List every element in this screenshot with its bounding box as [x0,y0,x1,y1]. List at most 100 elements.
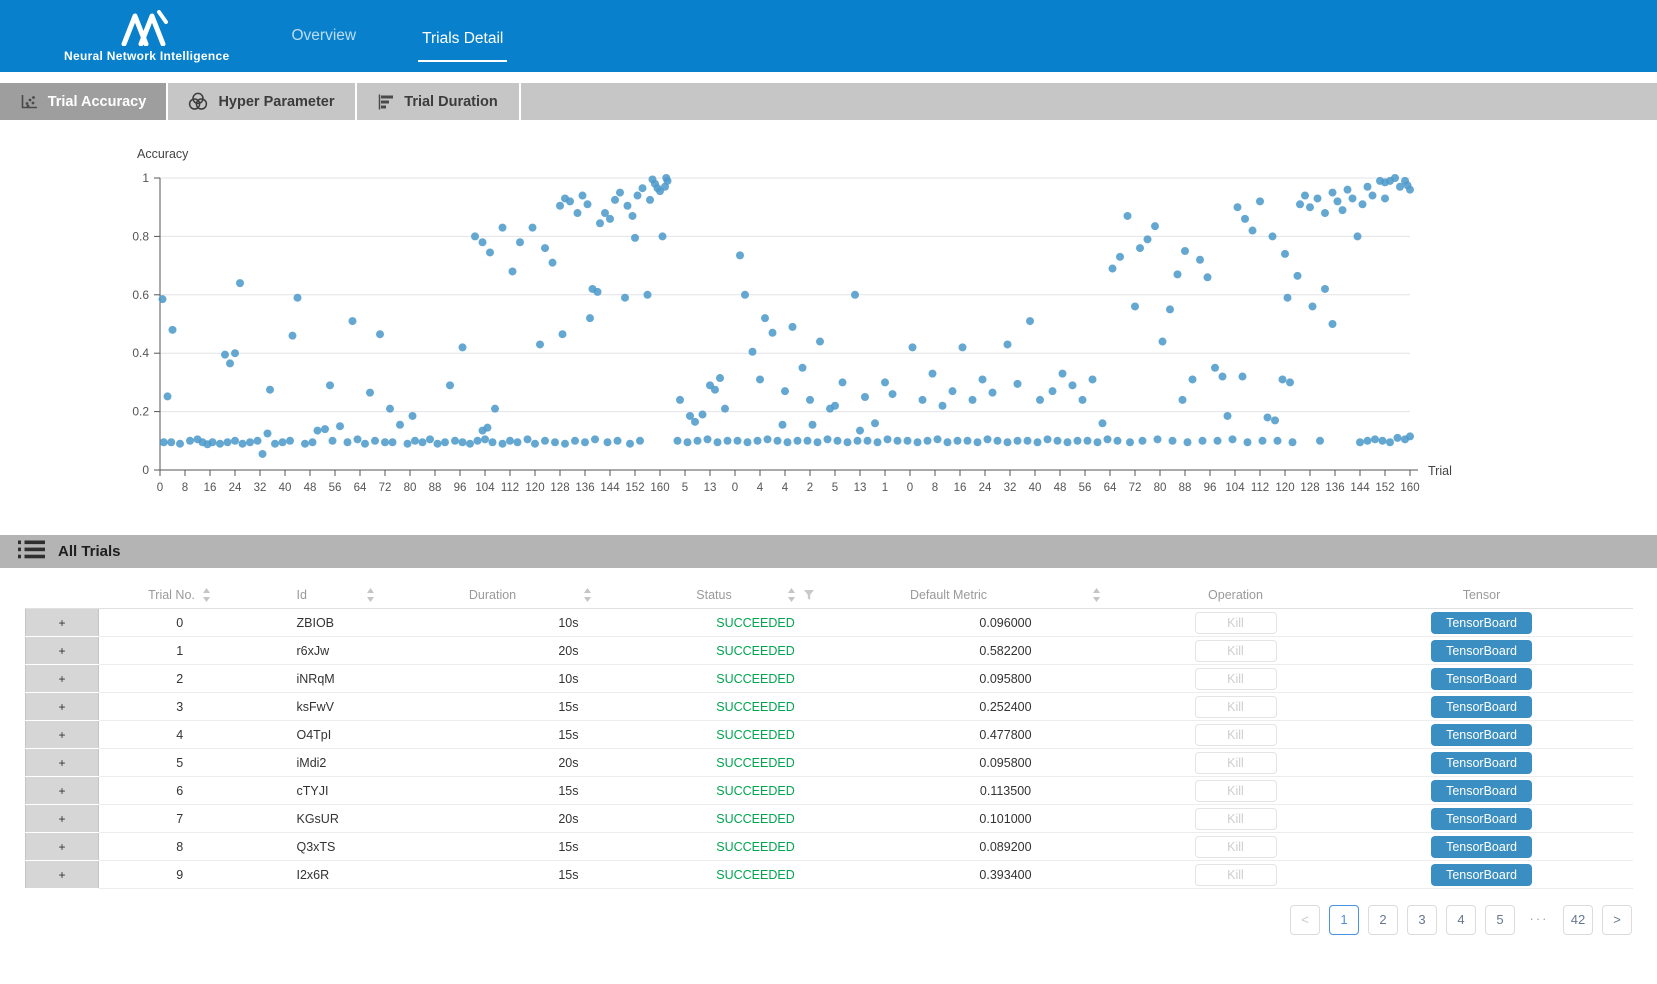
scatter-point [1349,194,1357,202]
scatter-point [646,196,654,204]
scatter-point [571,437,579,445]
col-header-id: Id [297,588,307,602]
scatter-point [799,364,807,372]
scatter-point [1044,435,1052,443]
scatter-point [271,440,279,448]
expand-row-button[interactable]: + [26,609,99,637]
pagination-ellipsis[interactable]: ··· [1524,905,1554,935]
svg-text:96: 96 [1204,482,1217,494]
expand-row-button[interactable]: + [26,777,99,805]
tensorboard-button[interactable]: TensorBoard [1431,612,1532,634]
scatter-point [167,438,175,446]
kill-button[interactable]: Kill [1195,836,1277,858]
scatter-point [221,351,229,359]
venn-diagram-icon [188,92,208,111]
svg-text:56: 56 [329,482,342,494]
kill-button[interactable]: Kill [1195,780,1277,802]
tensorboard-button[interactable]: TensorBoard [1431,724,1532,746]
tensorboard-button[interactable]: TensorBoard [1431,640,1532,662]
tensorboard-button[interactable]: TensorBoard [1431,668,1532,690]
scatter-point [934,435,942,443]
expand-row-button[interactable]: + [26,861,99,889]
scatter-point [499,440,507,448]
pagination-page-5[interactable]: 5 [1485,905,1515,935]
tensorboard-button[interactable]: TensorBoard [1431,808,1532,830]
default-metric-cell: 0.113500 [871,777,1141,805]
svg-text:32: 32 [1004,482,1017,494]
scatter-point [964,437,972,445]
nav-tab-overview[interactable]: Overview [287,21,360,51]
pagination-next-button[interactable]: > [1602,905,1632,935]
all-trials-header-bar: All Trials [0,535,1657,568]
nav-tab-trials-detail[interactable]: Trials Detail [418,24,507,62]
expand-row-button[interactable]: + [26,833,99,861]
svg-text:136: 136 [1325,482,1344,494]
sort-icon-id[interactable] [366,588,375,602]
expand-row-button[interactable]: + [26,721,99,749]
sort-icon-duration[interactable] [583,588,592,602]
scatter-point [919,396,927,404]
pagination-page-3[interactable]: 3 [1407,905,1437,935]
kill-button[interactable]: Kill [1195,752,1277,774]
scatter-point [321,425,329,433]
scatter-point [774,437,782,445]
kill-button[interactable]: Kill [1195,724,1277,746]
kill-button[interactable]: Kill [1195,696,1277,718]
expand-row-button[interactable]: + [26,805,99,833]
sort-icon-trial-no[interactable] [202,588,211,602]
scatter-point [699,411,707,419]
pagination-page-2[interactable]: 2 [1368,905,1398,935]
kill-button[interactable]: Kill [1195,864,1277,886]
scatter-point [1249,227,1257,235]
scatter-point [1286,378,1294,386]
kill-button[interactable]: Kill [1195,640,1277,662]
scatter-point [784,438,792,446]
table-row: +5iMdi220sSUCCEEDED0.095800KillTensorBoa… [26,749,1633,777]
scatter-point [301,440,309,448]
svg-text:0.8: 0.8 [132,229,149,243]
tab-trial-duration[interactable]: Trial Duration [357,83,521,120]
expand-row-button[interactable]: + [26,665,99,693]
scatter-point [1386,438,1394,446]
trial-id-cell: cTYJI [261,777,421,805]
kill-button[interactable]: Kill [1195,612,1277,634]
kill-button[interactable]: Kill [1195,668,1277,690]
tensorboard-button[interactable]: TensorBoard [1431,836,1532,858]
scatter-point [1109,265,1117,273]
scatter-point [1094,438,1102,446]
pagination-prev-button[interactable]: < [1290,905,1320,935]
tensorboard-button[interactable]: TensorBoard [1431,696,1532,718]
expand-row-button[interactable]: + [26,693,99,721]
pagination-page-4[interactable]: 4 [1446,905,1476,935]
scatter-point [864,437,872,445]
tensorboard-button[interactable]: TensorBoard [1431,864,1532,886]
brand-title: Neural Network Intelligence [64,49,229,63]
trial-no-cell: 2 [99,665,261,693]
scatter-point [741,291,749,299]
trial-accuracy-scatter-chart[interactable]: 00.20.40.60.8108162432404856647280889610… [0,120,1657,535]
kill-button[interactable]: Kill [1195,808,1277,830]
pagination-page-1[interactable]: 1 [1329,905,1359,935]
scatter-point [581,438,589,446]
scatter-point [499,224,507,232]
expand-row-button[interactable]: + [26,749,99,777]
scatter-point [1281,250,1289,258]
scatter-point [769,329,777,337]
expand-row-button[interactable]: + [26,637,99,665]
sort-icon-status[interactable] [787,588,796,602]
tab-trial-accuracy[interactable]: Trial Accuracy [0,83,168,120]
svg-text:80: 80 [1154,482,1167,494]
pagination-page-42[interactable]: 42 [1563,905,1593,935]
scatter-point [1234,203,1242,211]
scatter-point [479,238,487,246]
scatter-point [264,430,272,438]
sort-icon-default-metric[interactable] [1092,588,1101,602]
scatter-point [289,332,297,340]
tab-label: Hyper Parameter [218,94,334,110]
tensorboard-button[interactable]: TensorBoard [1431,780,1532,802]
filter-icon-status[interactable] [803,589,815,601]
tab-hyper-parameter[interactable]: Hyper Parameter [168,83,357,120]
scatter-point [574,209,582,217]
tensorboard-button[interactable]: TensorBoard [1431,752,1532,774]
scatter-point [404,440,412,448]
